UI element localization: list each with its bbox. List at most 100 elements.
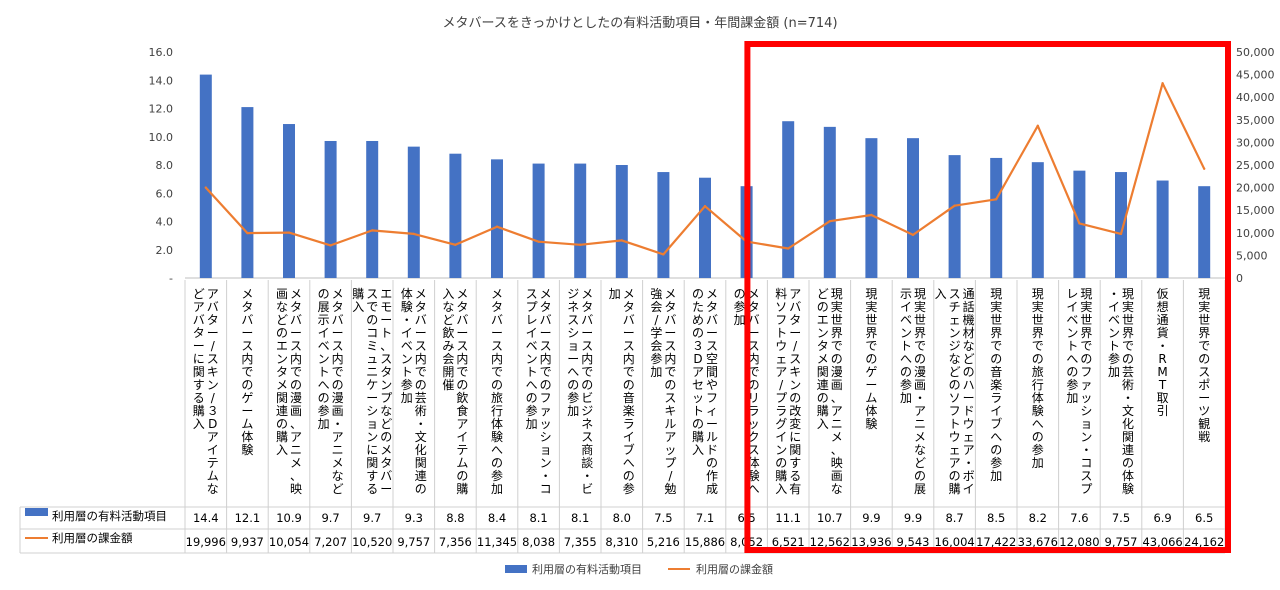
y-right-tick-label: 20,000 — [1236, 182, 1275, 195]
line-point — [1078, 222, 1081, 225]
category-label: メタバース内での飲食アイテムの購入など飲み会開催 — [442, 287, 468, 496]
bar-data-label: 10.9 — [276, 511, 302, 525]
y-left-tick-label: 12.0 — [149, 103, 174, 116]
category-label: メタバース内でのゲーム体験 — [241, 287, 253, 457]
line-data-label: 24,162 — [1184, 535, 1224, 549]
legend-label: 利用層の課金額 — [696, 562, 773, 576]
line-data-label: 7,356 — [439, 535, 472, 549]
line-point — [787, 247, 790, 250]
bar-data-label: 9.9 — [862, 511, 880, 525]
bar — [948, 155, 961, 278]
category-label: 現実世界での音楽ライブへの参加 — [990, 287, 1002, 483]
line-point — [703, 204, 707, 208]
bar — [782, 121, 795, 279]
category-label: メタバース内での音楽ライブへの参加 — [609, 287, 635, 496]
legend: 利用層の有料活動項目 利用層の課金額 — [505, 562, 773, 576]
category-label: メタバース内でのリラックス体験への参加 — [734, 287, 760, 496]
line-data-label: 7,355 — [564, 535, 597, 549]
bar — [823, 126, 836, 278]
bar-data-label: 8.4 — [488, 511, 506, 525]
line-data-label: 12,562 — [810, 535, 850, 549]
bar-data-label: 9.3 — [405, 511, 423, 525]
highlight-rectangle — [744, 41, 1232, 553]
legend-label: 利用層の有料活動項目 — [532, 562, 642, 576]
bar — [1031, 162, 1044, 278]
y-right-tick-label: 30,000 — [1236, 136, 1275, 149]
bar — [241, 107, 254, 279]
bar — [283, 124, 295, 278]
bar-data-label: 7.1 — [696, 511, 714, 525]
bar — [574, 163, 587, 278]
y-left-tick-label: 2.0 — [156, 244, 174, 257]
bar — [449, 153, 462, 278]
y-left-tick-label: 6.0 — [156, 187, 174, 200]
bar-data-label: 12.1 — [235, 511, 261, 525]
bar — [366, 140, 379, 278]
category-label: アバター/スキンの改変に関する有料ソフトウェア/プラグインの購入 — [775, 287, 801, 496]
bar — [907, 138, 919, 278]
line-point — [662, 253, 665, 256]
bar-data-label: 7.5 — [1112, 511, 1130, 525]
table-series-name: 利用層の有料活動項目 — [52, 509, 167, 523]
line-data-label: 6,521 — [772, 535, 805, 549]
bar — [407, 146, 420, 278]
line-data-label: 9,757 — [397, 535, 430, 549]
category-label: 現実世界での漫画・アニメなどの展示イベントへの参加 — [900, 287, 926, 496]
category-label: 現実世界での漫画、アニメ、映画などのエンタメ関連の購入 — [817, 287, 843, 496]
category-label: 現実世界でのゲーム体験 — [865, 287, 877, 431]
y-right-tick-label: 0 — [1236, 272, 1243, 285]
line-point — [870, 213, 873, 217]
line-point — [454, 243, 457, 246]
line-point — [579, 243, 582, 246]
line-data-label: 12,080 — [1059, 535, 1099, 549]
line-point — [412, 232, 415, 236]
line-point — [828, 220, 831, 223]
category-label: メタバース内でのビジネス商談・ビジネスショーへの参加 — [567, 287, 593, 496]
chart-title: メタバースをきっかけとしたの有料活動項目・年間課金額 (n=714) — [442, 15, 837, 31]
line-point — [246, 231, 249, 235]
line-point — [329, 244, 332, 247]
y-left-tick-label: 10.0 — [149, 131, 174, 144]
bar — [1115, 172, 1127, 278]
line-series — [204, 82, 1206, 256]
line-data-label: 19,996 — [186, 535, 226, 549]
y-left-tick-label: 8.0 — [156, 159, 174, 172]
category-label: メタバース空間やフィールドの作成のための３ D アセットの購入 — [692, 287, 718, 496]
line-data-label: 10,054 — [269, 535, 309, 549]
bar — [615, 165, 628, 278]
category-label: メタバース内での漫画・アニメなどの展示イベントへの参加 — [318, 287, 344, 496]
line-data-label: 13,936 — [851, 535, 891, 549]
line-data-label: 15,886 — [685, 535, 725, 549]
line-point — [495, 225, 499, 228]
category-label: 仮想通貨・ R M T 取引 — [1157, 287, 1169, 418]
bar-data-label: 8.5 — [987, 511, 1005, 525]
line-data-label: 5,216 — [647, 535, 680, 549]
line-point — [1036, 124, 1040, 127]
table-key-bar — [25, 508, 48, 516]
bar — [699, 177, 711, 278]
bar-data-label: 11.1 — [775, 511, 801, 525]
bar — [324, 140, 337, 278]
category-label: 現実世界での旅行体験への参加 — [1032, 287, 1044, 470]
y-left-tick-label: - — [169, 272, 173, 285]
line-data-label: 9,543 — [897, 535, 930, 549]
bar-data-label: 9.9 — [904, 511, 922, 525]
line-point — [1119, 232, 1123, 236]
bar-data-label: 8.1 — [529, 511, 547, 525]
bar-data-label: 8.8 — [446, 511, 464, 525]
bar-data-label: 7.6 — [1070, 511, 1088, 525]
category-label: アバター/スキン/３ D アイテムなどアバターに関する購入 — [193, 287, 219, 496]
line-point — [911, 233, 915, 237]
line-data-label: 8,310 — [605, 535, 638, 549]
bar-data-label: 6.9 — [1153, 511, 1171, 525]
bar-data-label: 8.2 — [1029, 511, 1047, 525]
category-label: メタバース内での芸術・文化関連の体験・イベント参加 — [401, 287, 427, 496]
table-series-name: 利用層の課金額 — [52, 531, 133, 545]
bar-data-label: 6.5 — [1195, 511, 1213, 525]
line-data-label: 7,207 — [314, 535, 347, 549]
line-data-label: 9,757 — [1105, 535, 1138, 549]
y-right-tick-label: 5,000 — [1236, 249, 1268, 262]
y-left-tick-label: 16.0 — [149, 46, 174, 59]
category-label: 現実世界でのファッション・コスプレイベントへの参加 — [1066, 287, 1092, 496]
